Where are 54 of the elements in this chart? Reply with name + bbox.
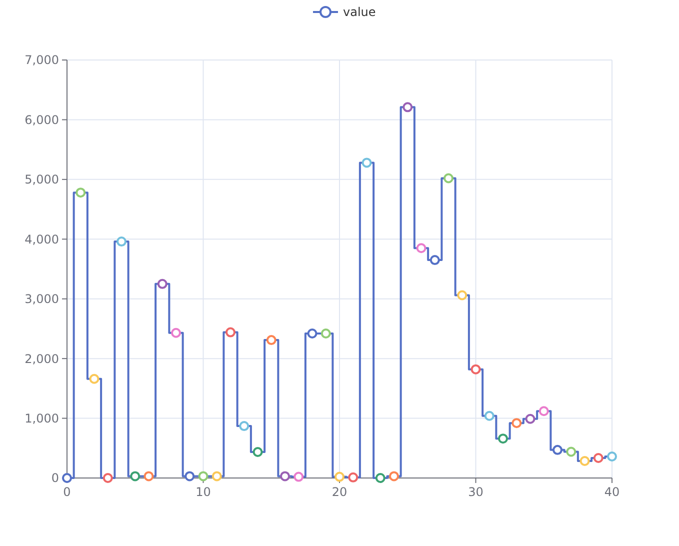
point [334, 472, 344, 482]
point [552, 444, 562, 455]
point [580, 456, 590, 466]
legend-label: value [343, 5, 376, 20]
point [389, 471, 399, 482]
point [593, 452, 604, 463]
point [266, 335, 276, 346]
point [498, 434, 508, 444]
point [416, 243, 426, 254]
x-tick-label: 40 [604, 485, 620, 499]
point [444, 173, 454, 184]
point [457, 290, 468, 300]
point [375, 473, 386, 483]
point [239, 421, 250, 432]
point [470, 364, 481, 374]
point [294, 472, 304, 482]
point [130, 471, 140, 482]
y-tick-label: 5,000 [24, 172, 59, 187]
point [198, 471, 208, 482]
point [525, 414, 536, 424]
point [212, 471, 222, 482]
y-tick-label: 1,000 [24, 411, 59, 426]
point [171, 328, 181, 338]
point [76, 188, 86, 198]
x-tick-label: 20 [332, 485, 348, 499]
y-tick-label: 6,000 [24, 112, 59, 127]
y-tick-label: 3,000 [24, 292, 59, 306]
point [307, 328, 318, 338]
point [484, 410, 494, 421]
x-tick-label: 30 [468, 485, 484, 499]
point [607, 452, 617, 462]
point [252, 447, 263, 458]
point [538, 406, 549, 416]
point [116, 236, 126, 247]
y-tick-label: 0 [51, 471, 59, 486]
point [184, 471, 195, 482]
point [362, 158, 372, 168]
y-tick-label: 2,000 [24, 352, 59, 366]
point [226, 327, 236, 338]
point [89, 374, 100, 384]
point [144, 471, 154, 482]
y-tick-label: 4,000 [24, 232, 59, 246]
y-tick-label: 7,000 [24, 53, 59, 68]
point [348, 472, 358, 482]
point [566, 446, 576, 457]
point [402, 102, 413, 112]
x-tick-label: 10 [196, 485, 211, 499]
point [157, 278, 168, 289]
x-tick-label: 0 [63, 485, 71, 499]
point [320, 328, 331, 338]
point [512, 418, 522, 428]
point [430, 255, 440, 266]
point [280, 471, 290, 482]
point [102, 473, 113, 483]
